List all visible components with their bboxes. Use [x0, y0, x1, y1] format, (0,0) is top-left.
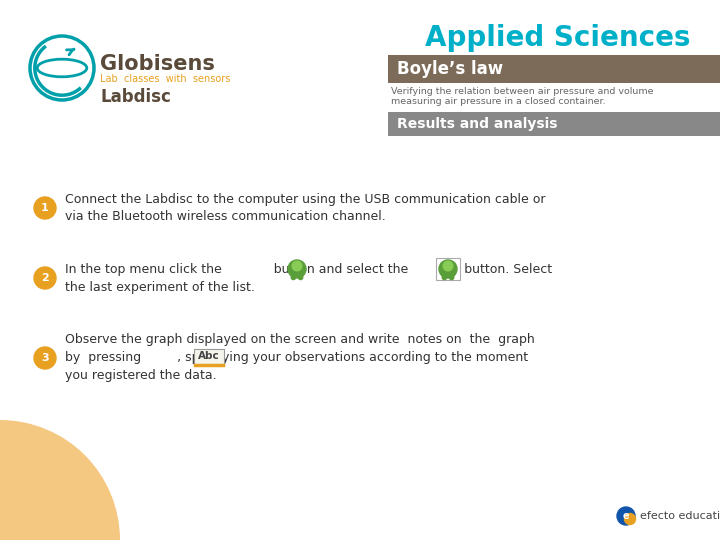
- Text: e: e: [623, 511, 629, 521]
- Circle shape: [439, 260, 457, 278]
- Text: Boyle’s law: Boyle’s law: [397, 60, 503, 78]
- Text: you registered the data.: you registered the data.: [65, 369, 217, 382]
- Wedge shape: [0, 420, 120, 540]
- Text: the last experiment of the list.: the last experiment of the list.: [65, 280, 255, 294]
- Circle shape: [617, 507, 635, 525]
- Text: measuring air pressure in a closed container.: measuring air pressure in a closed conta…: [391, 97, 606, 106]
- Text: 3: 3: [41, 353, 49, 363]
- Circle shape: [291, 275, 296, 280]
- Circle shape: [449, 275, 454, 280]
- FancyBboxPatch shape: [388, 55, 720, 83]
- Text: efecto educativo: efecto educativo: [640, 511, 720, 521]
- Text: Globisens: Globisens: [100, 54, 215, 74]
- Circle shape: [624, 514, 636, 524]
- Text: Abc: Abc: [198, 351, 220, 361]
- Text: Observe the graph displayed on the screen and write  notes on  the  graph: Observe the graph displayed on the scree…: [65, 334, 535, 347]
- Circle shape: [444, 261, 453, 271]
- Text: Verifying the relation between air pressure and volume: Verifying the relation between air press…: [391, 87, 654, 96]
- Text: 2: 2: [41, 273, 49, 283]
- Circle shape: [442, 275, 446, 280]
- Circle shape: [288, 260, 306, 278]
- FancyBboxPatch shape: [194, 349, 224, 365]
- Text: by  pressing         , specifying your observations according to the moment: by pressing , specifying your observatio…: [65, 352, 528, 365]
- Circle shape: [34, 267, 56, 289]
- Circle shape: [292, 261, 302, 271]
- Text: 1: 1: [41, 203, 49, 213]
- Circle shape: [34, 197, 56, 219]
- Circle shape: [34, 347, 56, 369]
- Text: Results and analysis: Results and analysis: [397, 117, 557, 131]
- Text: Labdisc: Labdisc: [100, 88, 171, 106]
- Text: In the top menu click the             button and select the              button.: In the top menu click the button and sel…: [65, 262, 552, 275]
- Text: Connect the Labdisc to the computer using the USB communication cable or: Connect the Labdisc to the computer usin…: [65, 192, 546, 206]
- Circle shape: [299, 275, 303, 280]
- FancyBboxPatch shape: [388, 112, 720, 136]
- Text: via the Bluetooth wireless communication channel.: via the Bluetooth wireless communication…: [65, 211, 386, 224]
- Text: Applied Sciences: Applied Sciences: [426, 24, 690, 52]
- Text: Lab  classes  with  sensors: Lab classes with sensors: [100, 74, 230, 84]
